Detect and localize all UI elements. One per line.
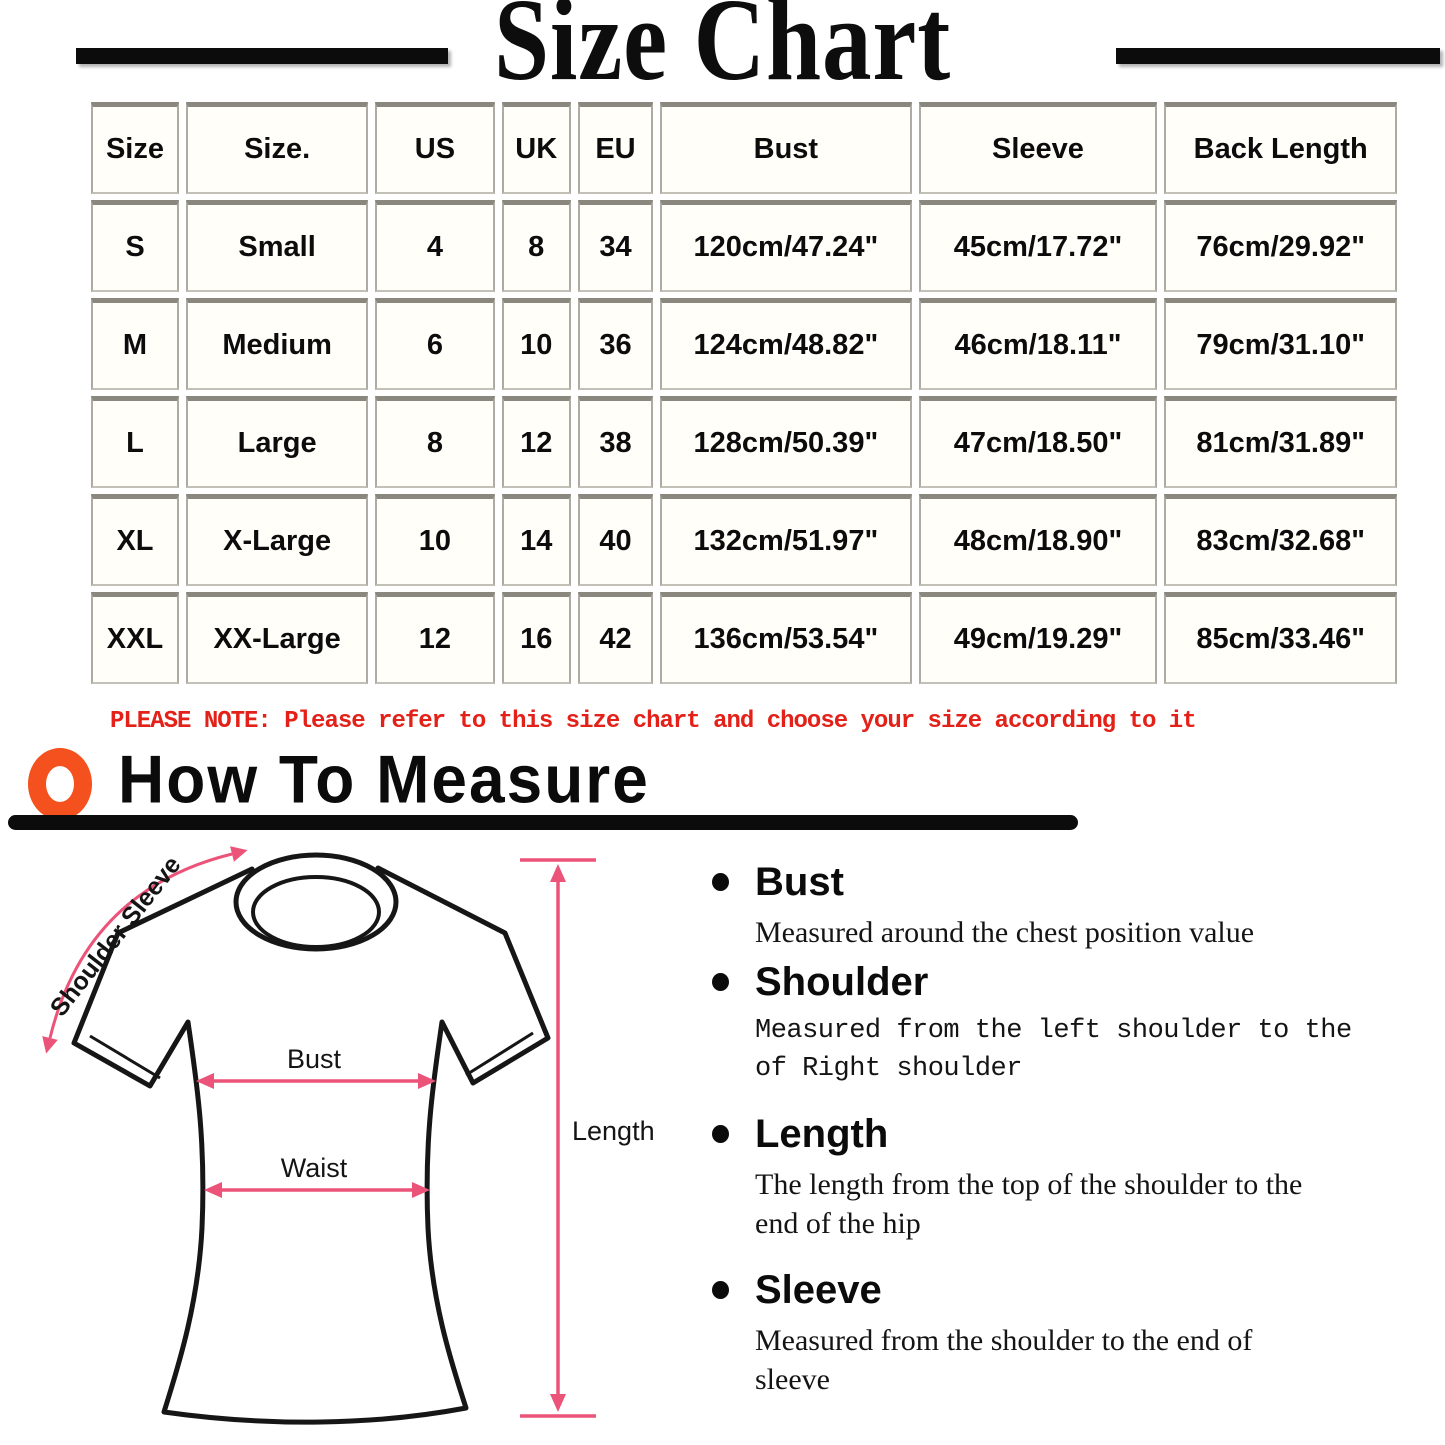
left-cuff-line xyxy=(89,1034,161,1080)
table-cell: 12 xyxy=(501,396,571,488)
table-cell: 8 xyxy=(375,396,495,488)
table-cell: 47cm/18.50" xyxy=(918,396,1158,488)
table-cell: 46cm/18.11" xyxy=(918,298,1158,390)
size-note: PLEASE NOTE: Please refer to this size c… xyxy=(110,708,1197,735)
table-cell: 42 xyxy=(577,592,654,684)
table-cell: 128cm/50.39" xyxy=(660,396,912,488)
measure-item-sleeve: Sleeve Measured from the shoulder to the… xyxy=(712,1268,1255,1399)
bullet-icon xyxy=(712,873,729,891)
table-cell: S xyxy=(91,200,179,292)
measure-desc-shoulder: Measured from the left shoulder to the o… xyxy=(755,1016,1352,1084)
table-cell: 85cm/33.46" xyxy=(1164,592,1397,684)
bullet-icon xyxy=(712,973,729,991)
bullet-icon xyxy=(712,1281,729,1299)
measure-label-bust: Bust xyxy=(755,860,844,904)
table-cell: XL xyxy=(91,494,179,586)
column-header: EU xyxy=(577,102,654,194)
table-cell: 79cm/31.10" xyxy=(1164,298,1397,390)
measure-item-bust: Bust Measured around the chest position … xyxy=(712,860,1375,952)
title-rule-right-bar xyxy=(1116,48,1440,64)
table-cell: 49cm/19.29" xyxy=(918,592,1158,684)
measure-desc-sleeve: Measured from the shoulder to the end of… xyxy=(755,1324,1253,1396)
table-header-row: Size Size. US UK EU Bust Sleeve Back Length xyxy=(91,102,1397,194)
table-cell: Large xyxy=(185,396,369,488)
how-to-measure-heading: How To Measure xyxy=(118,741,650,818)
table-cell: L xyxy=(91,396,179,488)
measure-label-length: Length xyxy=(755,1112,889,1156)
column-header: Sleeve xyxy=(918,102,1158,194)
table-cell: 83cm/32.68" xyxy=(1164,494,1397,586)
shoulder-sleeve-arrow xyxy=(42,846,248,1054)
measure-desc-length: The length from the top of the shoulder … xyxy=(755,1168,1303,1240)
table-cell: XX-Large xyxy=(185,592,369,684)
page-title: Size Chart xyxy=(493,0,952,105)
size-table: Size Size. US UK EU Bust Sleeve Back Length S Sm… xyxy=(84,96,1404,690)
table-cell: 34 xyxy=(577,200,654,292)
bust-arrow xyxy=(196,1073,436,1089)
table-cell: 124cm/48.82" xyxy=(660,298,912,390)
table-cell: 10 xyxy=(375,494,495,586)
table-row: S Small 4 8 34 120cm/47.24" 45cm/17.72" 76cm/29… xyxy=(91,200,1397,292)
ring-icon xyxy=(28,748,92,820)
table-cell: 8 xyxy=(501,200,571,292)
table-cell: M xyxy=(91,298,179,390)
table-cell: X-Large xyxy=(185,494,369,586)
length-arrow xyxy=(520,858,596,1418)
table-cell: 120cm/47.24" xyxy=(660,200,912,292)
table-cell: Medium xyxy=(185,298,369,390)
table-cell: 16 xyxy=(501,592,571,684)
length-arrow-label: Length xyxy=(572,1116,655,1146)
column-header: Size xyxy=(91,102,179,194)
measure-label-shoulder: Shoulder xyxy=(755,960,929,1004)
column-header: Size. xyxy=(185,102,369,194)
heading-underline xyxy=(8,815,1078,830)
waist-arrow xyxy=(204,1182,430,1198)
title-rule-left-bar xyxy=(76,48,448,64)
table-row: XL X-Large 10 14 40 132cm/51.97" 48cm/18.90" 83… xyxy=(91,494,1397,586)
table-row: M Medium 6 10 36 124cm/48.82" 46cm/18.11" 79cm/… xyxy=(91,298,1397,390)
measure-item-shoulder: Shoulder Measured from the left shoulder… xyxy=(712,960,1395,1089)
right-cuff-line xyxy=(465,1031,534,1077)
column-header: UK xyxy=(501,102,571,194)
bullet-icon xyxy=(712,1125,729,1143)
table-cell: 38 xyxy=(577,396,654,488)
tshirt-diagram: Bust Waist Length Shoulder Sleeve xyxy=(42,846,655,1425)
measure-desc-bust: Measured around the chest position value xyxy=(755,916,1255,949)
table-cell: 81cm/31.89" xyxy=(1164,396,1397,488)
table-cell: 6 xyxy=(375,298,495,390)
table-cell: 12 xyxy=(375,592,495,684)
column-header: US xyxy=(375,102,495,194)
table-cell: 14 xyxy=(501,494,571,586)
table-cell: 10 xyxy=(501,298,571,390)
measure-label-sleeve: Sleeve xyxy=(755,1268,882,1312)
table-cell: Small xyxy=(185,200,369,292)
table-row: XXL XX-Large 12 16 42 136cm/53.54" 49cm/19.29"… xyxy=(91,592,1397,684)
collar-inner xyxy=(251,875,381,949)
column-header: Back Length xyxy=(1164,102,1397,194)
table-cell: 45cm/17.72" xyxy=(918,200,1158,292)
table-cell: 136cm/53.54" xyxy=(660,592,912,684)
table-row: L Large 8 12 38 128cm/50.39" 47cm/18.50" 81cm/3… xyxy=(91,396,1397,488)
table-cell: 76cm/29.92" xyxy=(1164,200,1397,292)
table-cell: 132cm/51.97" xyxy=(660,494,912,586)
table-cell: 48cm/18.90" xyxy=(918,494,1158,586)
bust-arrow-label: Bust xyxy=(287,1044,342,1074)
table-cell: 36 xyxy=(577,298,654,390)
waist-arrow-label: Waist xyxy=(281,1153,348,1183)
column-header: Bust xyxy=(660,102,912,194)
table-cell: XXL xyxy=(91,592,179,684)
measure-item-length: Length The length from the top of the sh… xyxy=(712,1112,1315,1243)
table-cell: 40 xyxy=(577,494,654,586)
table-cell: 4 xyxy=(375,200,495,292)
tshirt-outline xyxy=(71,865,551,1425)
